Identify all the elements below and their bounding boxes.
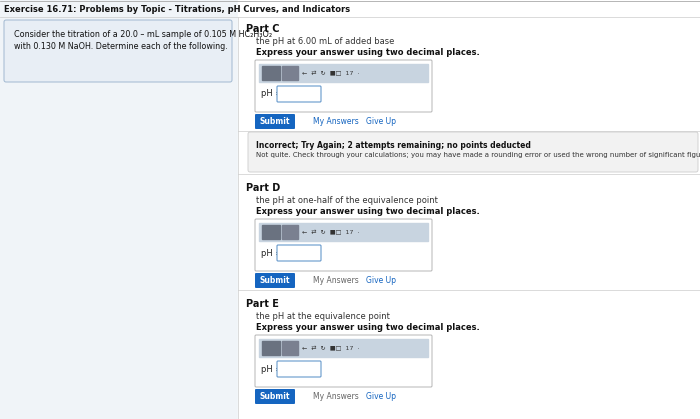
FancyBboxPatch shape xyxy=(255,335,432,387)
Text: ←  ⇄  ↻  ■□  17  ·: ← ⇄ ↻ ■□ 17 · xyxy=(302,345,359,351)
Text: pH =: pH = xyxy=(261,90,282,98)
Bar xyxy=(238,0,700,419)
Text: Give Up: Give Up xyxy=(366,117,396,126)
Bar xyxy=(259,223,428,241)
Bar xyxy=(259,339,428,357)
Text: Give Up: Give Up xyxy=(366,392,396,401)
Text: Not quite. Check through your calculations; you may have made a rounding error o: Not quite. Check through your calculatio… xyxy=(256,152,700,158)
Text: pH =: pH = xyxy=(261,365,282,373)
Text: Consider the titration of a 20.0 – mL sample of 0.105 M HC₂H₃O₂: Consider the titration of a 20.0 – mL sa… xyxy=(14,30,272,39)
Text: Submit: Submit xyxy=(260,117,290,126)
Bar xyxy=(262,225,280,239)
Text: Give Up: Give Up xyxy=(366,276,396,285)
FancyBboxPatch shape xyxy=(248,132,698,172)
FancyBboxPatch shape xyxy=(255,60,432,112)
Bar xyxy=(259,64,428,82)
Text: the pH at the equivalence point: the pH at the equivalence point xyxy=(256,312,390,321)
Text: ←  ⇄  ↻  ■□  17  ·: ← ⇄ ↻ ■□ 17 · xyxy=(302,229,359,235)
FancyBboxPatch shape xyxy=(277,361,321,377)
Text: the pH at one-half of the equivalence point: the pH at one-half of the equivalence po… xyxy=(256,196,438,205)
FancyBboxPatch shape xyxy=(277,86,321,102)
Text: My Answers: My Answers xyxy=(313,392,359,401)
FancyBboxPatch shape xyxy=(255,273,295,288)
Text: Part C: Part C xyxy=(246,24,279,34)
Text: Express your answer using two decimal places.: Express your answer using two decimal pl… xyxy=(256,48,480,57)
Text: Part E: Part E xyxy=(246,299,279,309)
Text: Part D: Part D xyxy=(246,183,280,193)
Text: My Answers: My Answers xyxy=(313,276,359,285)
Bar xyxy=(262,341,280,355)
Text: Exercise 16.71: Problems by Topic - Titrations, pH Curves, and Indicators: Exercise 16.71: Problems by Topic - Titr… xyxy=(4,5,350,13)
Text: pH =: pH = xyxy=(261,248,282,258)
Text: Submit: Submit xyxy=(260,276,290,285)
FancyBboxPatch shape xyxy=(255,114,295,129)
Text: Submit: Submit xyxy=(260,392,290,401)
FancyBboxPatch shape xyxy=(277,245,321,261)
Text: Express your answer using two decimal places.: Express your answer using two decimal pl… xyxy=(256,323,480,332)
Text: Incorrect; Try Again; 2 attempts remaining; no points deducted: Incorrect; Try Again; 2 attempts remaini… xyxy=(256,141,531,150)
FancyBboxPatch shape xyxy=(255,219,432,271)
Bar xyxy=(282,341,298,355)
Text: Express your answer using two decimal places.: Express your answer using two decimal pl… xyxy=(256,207,480,216)
Text: ←  ⇄  ↻  ■□  17  ·: ← ⇄ ↻ ■□ 17 · xyxy=(302,70,359,76)
Bar xyxy=(282,66,298,80)
Bar xyxy=(282,225,298,239)
Text: with 0.130 M NaOH. Determine each of the following.: with 0.130 M NaOH. Determine each of the… xyxy=(14,42,228,51)
Text: the pH at 6.00 mL of added base: the pH at 6.00 mL of added base xyxy=(256,37,394,46)
FancyBboxPatch shape xyxy=(255,389,295,404)
FancyBboxPatch shape xyxy=(4,20,232,82)
Text: My Answers: My Answers xyxy=(313,117,359,126)
Bar xyxy=(262,66,280,80)
